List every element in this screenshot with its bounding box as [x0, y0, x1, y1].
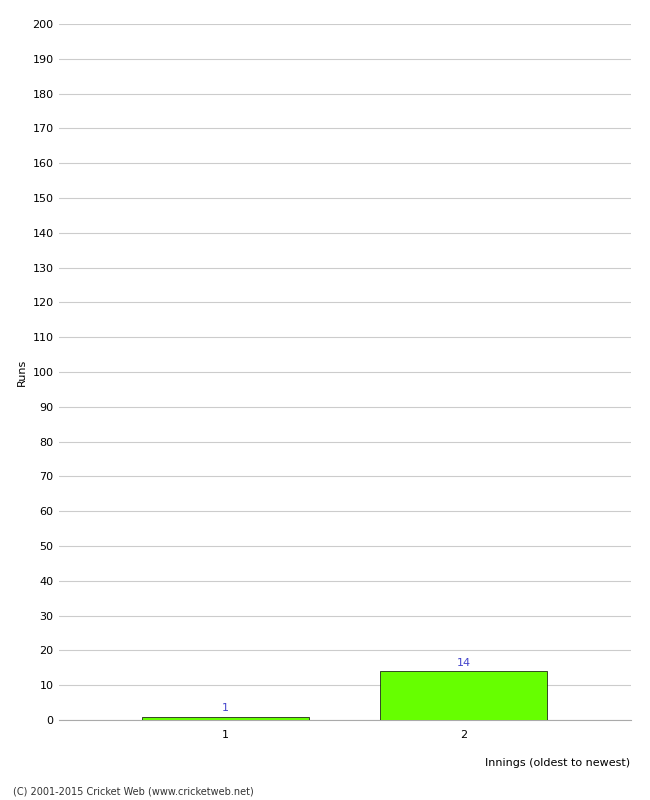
Text: (C) 2001-2015 Cricket Web (www.cricketweb.net): (C) 2001-2015 Cricket Web (www.cricketwe… [13, 786, 254, 796]
Text: 1: 1 [222, 703, 229, 713]
Text: 14: 14 [456, 658, 471, 668]
Bar [380, 671, 547, 720]
Y-axis label: Runs: Runs [17, 358, 27, 386]
Bar [142, 717, 309, 720]
Text: Innings (oldest to newest): Innings (oldest to newest) [486, 758, 630, 768]
